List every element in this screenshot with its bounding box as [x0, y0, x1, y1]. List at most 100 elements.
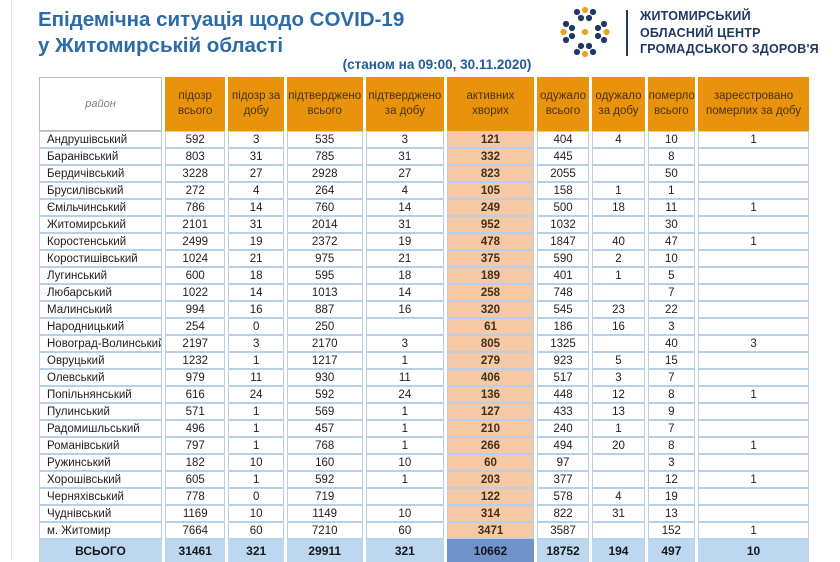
value-cell: 2101 [164, 216, 226, 233]
value-cell: 887 [286, 301, 363, 318]
value-cell: 1 [228, 420, 284, 437]
value-cell: 1 [698, 386, 809, 403]
value-cell: 4 [592, 488, 645, 505]
value-cell: 60 [228, 522, 284, 539]
value-cell: 2 [592, 250, 645, 267]
value-cell: 517 [536, 369, 590, 386]
table-row: Радомишльський 496 1 457 1 210 240 1 7 [39, 420, 809, 437]
value-cell: 186 [536, 318, 590, 335]
value-cell: 592 [164, 131, 226, 148]
value-cell: 1847 [536, 233, 590, 250]
covid-stats-table: район підозр всього підозр за добу підтв… [36, 77, 812, 562]
value-cell: 240 [536, 420, 590, 437]
value-cell: 11 [228, 369, 284, 386]
value-cell: 8 [647, 437, 696, 454]
value-cell: 10 [647, 250, 696, 267]
column-header-suspected-total: підозр всього [164, 77, 226, 131]
total-value-cell: 194 [592, 539, 645, 562]
value-cell: 13 [647, 505, 696, 522]
value-cell: 12 [647, 471, 696, 488]
value-cell: 24 [365, 386, 445, 403]
value-cell: 3587 [536, 522, 590, 539]
active-cases-cell: 332 [447, 148, 534, 165]
table-row: Брусилівський 272 4 264 4 105 158 1 1 [39, 182, 809, 199]
value-cell: 1 [365, 471, 445, 488]
value-cell: 1 [698, 199, 809, 216]
value-cell: 7 [647, 369, 696, 386]
value-cell: 8 [647, 148, 696, 165]
value-cell [698, 369, 809, 386]
table-row: Коростишівський 1024 21 975 21 375 590 2 10 [39, 250, 809, 267]
active-cases-cell: 279 [447, 352, 534, 369]
value-cell: 500 [536, 199, 590, 216]
value-cell: 2499 [164, 233, 226, 250]
value-cell: 930 [286, 369, 363, 386]
total-active-cases-cell: 10662 [447, 539, 534, 562]
active-cases-cell: 136 [447, 386, 534, 403]
active-cases-cell: 189 [447, 267, 534, 284]
value-cell: 30 [647, 216, 696, 233]
value-cell: 40 [647, 335, 696, 352]
value-cell: 50 [647, 165, 696, 182]
district-cell: Черняхівський [39, 488, 162, 505]
value-cell: 11 [365, 369, 445, 386]
table-total-row: ВСЬОГО 31461 321 29911 321 10662 18752 194 497 10 [39, 539, 809, 562]
value-cell: 786 [164, 199, 226, 216]
value-cell: 19 [365, 233, 445, 250]
total-value-cell: 10 [698, 539, 809, 562]
value-cell [698, 165, 809, 182]
value-cell: 0 [228, 318, 284, 335]
active-cases-cell: 121 [447, 131, 534, 148]
value-cell: 1 [698, 471, 809, 488]
district-cell: Бердичівський [39, 165, 162, 182]
value-cell: 401 [536, 267, 590, 284]
value-cell [592, 471, 645, 488]
value-cell: 1232 [164, 352, 226, 369]
district-cell: Баранівський [39, 148, 162, 165]
value-cell: 18 [228, 267, 284, 284]
total-value-cell: 321 [228, 539, 284, 562]
value-cell: 923 [536, 352, 590, 369]
value-cell: 616 [164, 386, 226, 403]
column-header-deaths-registered-day: зареєстровано померлих за добу [698, 77, 809, 131]
value-cell: 496 [164, 420, 226, 437]
value-cell: 182 [164, 454, 226, 471]
value-cell: 20 [592, 437, 645, 454]
value-cell: 27 [365, 165, 445, 182]
active-cases-cell: 266 [447, 437, 534, 454]
value-cell: 1 [228, 403, 284, 420]
value-cell [698, 505, 809, 522]
table-row: Коростенський 2499 19 2372 19 478 1847 40 47 1 [39, 233, 809, 250]
table-row: Малинський 994 16 887 16 320 545 23 22 [39, 301, 809, 318]
table-row: Андрушівський 592 3 535 3 121 404 4 10 1 [39, 131, 809, 148]
value-cell [698, 267, 809, 284]
value-cell: 595 [286, 267, 363, 284]
value-cell: 14 [365, 284, 445, 301]
value-cell [698, 318, 809, 335]
active-cases-cell: 61 [447, 318, 534, 335]
value-cell: 152 [647, 522, 696, 539]
value-cell [592, 284, 645, 301]
table-row: Житомирський 2101 31 2014 31 952 1032 30 [39, 216, 809, 233]
value-cell: 16 [365, 301, 445, 318]
value-cell: 10 [647, 131, 696, 148]
value-cell: 457 [286, 420, 363, 437]
value-cell: 5 [647, 267, 696, 284]
active-cases-cell: 823 [447, 165, 534, 182]
value-cell: 60 [365, 522, 445, 539]
org-name-line3: ГРОМАДСЬКОГО ЗДОРОВ'Я [640, 42, 819, 57]
value-cell: 264 [286, 182, 363, 199]
value-cell: 160 [286, 454, 363, 471]
active-cases-cell: 478 [447, 233, 534, 250]
active-cases-cell: 249 [447, 199, 534, 216]
district-cell: Овруцький [39, 352, 162, 369]
value-cell: 97 [536, 454, 590, 471]
value-cell: 7 [647, 284, 696, 301]
value-cell: 272 [164, 182, 226, 199]
value-cell [592, 335, 645, 352]
table-row: Лугинський 600 18 595 18 189 401 1 5 [39, 267, 809, 284]
value-cell: 2170 [286, 335, 363, 352]
value-cell: 1022 [164, 284, 226, 301]
column-header-confirmed-day: підтверджено за добу [365, 77, 445, 131]
value-cell: 3 [647, 454, 696, 471]
